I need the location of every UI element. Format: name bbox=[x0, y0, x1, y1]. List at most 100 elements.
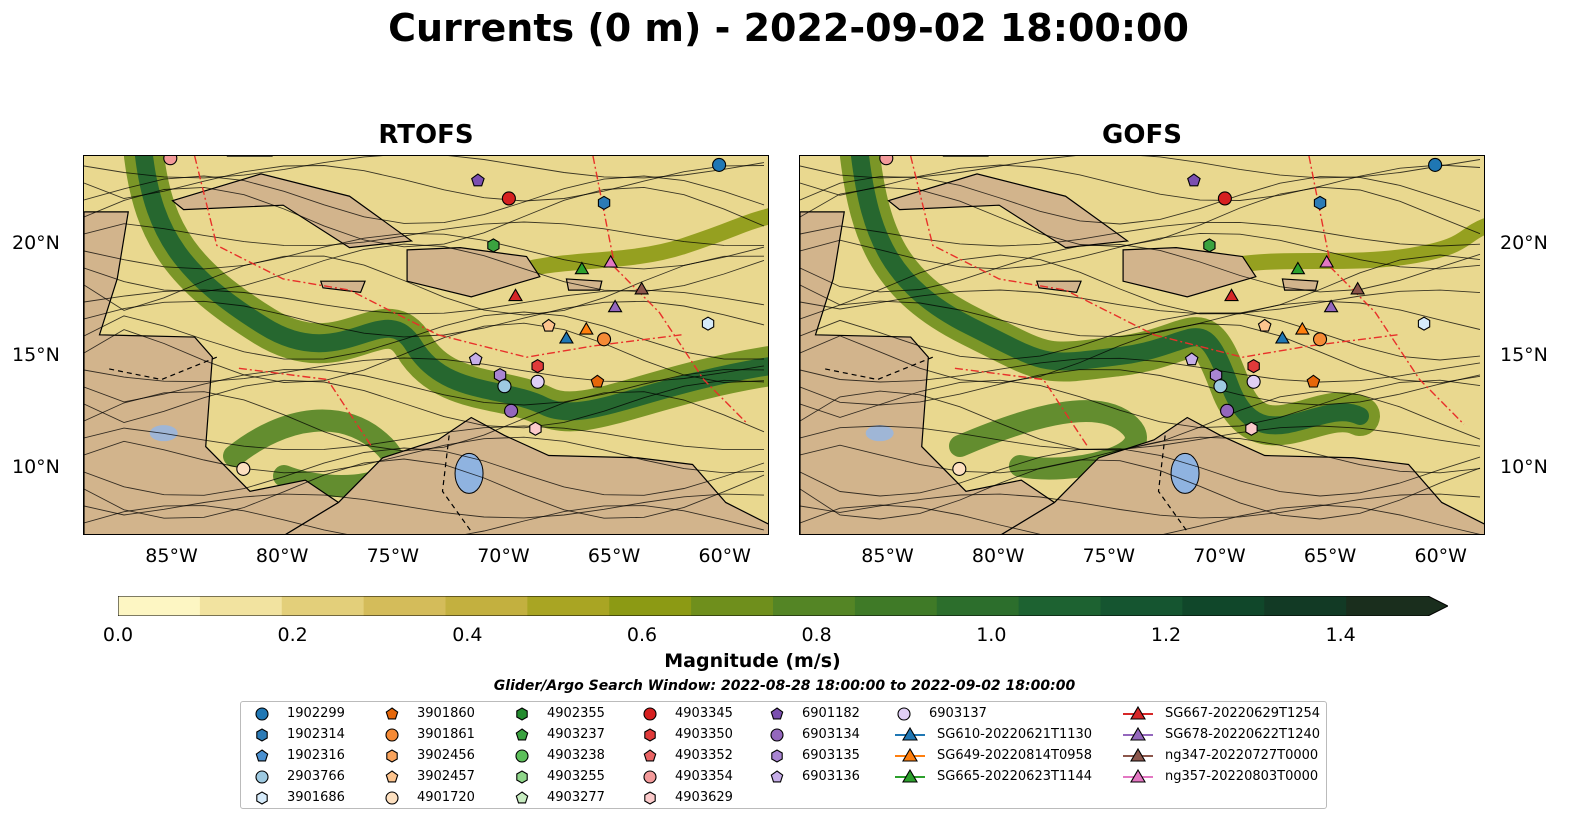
observation-marker bbox=[163, 156, 178, 166]
legend-marker-icon bbox=[770, 770, 784, 783]
legend-marker-icon bbox=[771, 749, 783, 763]
observation-marker bbox=[497, 379, 512, 394]
observation-marker bbox=[607, 299, 623, 313]
legend-label: 3902456 bbox=[417, 748, 475, 763]
legend-marker-icon bbox=[1123, 768, 1153, 783]
legend-label: 4903345 bbox=[675, 706, 733, 721]
colorbar-segment bbox=[691, 596, 774, 616]
legend-label: SG665-20220623T1144 bbox=[937, 769, 1093, 784]
observation-marker bbox=[578, 321, 594, 335]
legend-label: 4903352 bbox=[675, 748, 733, 763]
legend-label: 4903277 bbox=[547, 790, 605, 805]
lon-tick-label: 85°W bbox=[145, 545, 198, 567]
observation-marker bbox=[701, 316, 715, 331]
legend-marker-icon bbox=[643, 707, 657, 721]
colorbar-segment bbox=[854, 596, 938, 616]
observation-marker bbox=[1246, 374, 1261, 389]
legend-label: 3902457 bbox=[417, 769, 475, 784]
colorbar bbox=[118, 596, 1448, 616]
legend-marker-icon bbox=[516, 707, 528, 721]
observation-marker bbox=[712, 157, 727, 172]
observation-marker bbox=[529, 421, 542, 436]
panel-title-gofs: GOFS bbox=[1102, 120, 1182, 150]
observation-marker bbox=[1294, 321, 1310, 335]
legend-label: 3901861 bbox=[417, 727, 475, 742]
legend-marker-icon bbox=[770, 728, 784, 742]
observation-marker bbox=[879, 156, 894, 166]
colorbar-segment bbox=[527, 596, 610, 616]
lat-tick-label-right: 10°N bbox=[1500, 455, 1548, 478]
observation-marker bbox=[596, 332, 612, 347]
legend-marker-icon bbox=[385, 791, 399, 805]
observation-marker bbox=[1312, 332, 1328, 347]
legend: 1902299 1902314 1902316 2903766 3901686 39018… bbox=[240, 701, 1327, 809]
legend-label: ng357-20220803T0000 bbox=[1165, 769, 1319, 784]
legend-marker-icon bbox=[643, 770, 657, 784]
lon-tick-label: 60°W bbox=[698, 545, 751, 567]
legend-marker-icon bbox=[515, 749, 529, 763]
lat-tick-label-right: 15°N bbox=[1500, 344, 1548, 367]
colorbar-segment bbox=[1100, 596, 1183, 616]
legend-label: ng347-20220727T0000 bbox=[1165, 748, 1319, 763]
colorbar-segment bbox=[609, 596, 692, 616]
observation-marker bbox=[1217, 191, 1232, 206]
legend-marker-icon bbox=[644, 728, 656, 742]
legend-label: SG678-20220622T1240 bbox=[1165, 727, 1321, 742]
legend-label: SG667-20220629T1254 bbox=[1165, 706, 1321, 721]
legend-label: 4902355 bbox=[547, 706, 605, 721]
observation-marker bbox=[487, 238, 500, 253]
observation-marker bbox=[1417, 316, 1431, 331]
search-window-text: Glider/Argo Search Window: 2022-08-28 18… bbox=[493, 678, 1076, 694]
legend-label: 4903629 bbox=[675, 790, 733, 805]
colorbar-tick-label: 1.4 bbox=[1325, 624, 1356, 646]
legend-label: SG649-20220814T0958 bbox=[937, 748, 1093, 763]
legend-marker-icon bbox=[895, 768, 925, 783]
legend-label: 4903237 bbox=[547, 727, 605, 742]
lat-tick-label-left: 15°N bbox=[12, 344, 60, 367]
observation-marker bbox=[597, 195, 611, 211]
observation-marker bbox=[1220, 403, 1235, 418]
lat-tick-label-right: 20°N bbox=[1500, 232, 1548, 255]
legend-marker-icon bbox=[256, 791, 268, 805]
colorbar-tick-label: 1.0 bbox=[976, 624, 1007, 646]
observation-marker bbox=[558, 330, 574, 344]
legend-marker-icon bbox=[770, 707, 784, 720]
observation-marker bbox=[1323, 299, 1339, 313]
lon-tick-label: 75°W bbox=[366, 545, 420, 567]
map-gofs bbox=[799, 155, 1485, 535]
observation-marker bbox=[1213, 379, 1228, 394]
legend-label: 6903137 bbox=[929, 706, 987, 721]
colorbar-segment bbox=[1346, 596, 1429, 616]
observation-marker bbox=[634, 281, 650, 295]
observation-marker bbox=[531, 358, 544, 374]
lon-tick-label: 85°W bbox=[861, 545, 914, 567]
observation-marker bbox=[1203, 238, 1216, 253]
observation-marker bbox=[1257, 318, 1272, 332]
observation-marker bbox=[504, 403, 519, 418]
colorbar-segment bbox=[118, 596, 201, 616]
observation-marker bbox=[1184, 352, 1199, 366]
legend-label: 3901686 bbox=[287, 790, 345, 805]
lon-tick-label: 70°W bbox=[1193, 545, 1246, 567]
observation-marker bbox=[1224, 288, 1239, 302]
legend-marker-icon bbox=[255, 707, 269, 721]
observation-marker bbox=[508, 288, 523, 302]
lon-tick-label: 80°W bbox=[255, 545, 309, 567]
legend-marker-icon bbox=[1123, 705, 1153, 720]
legend-label: 1902316 bbox=[287, 748, 345, 763]
legend-label: 6903135 bbox=[802, 748, 860, 763]
legend-label: 4903255 bbox=[547, 769, 605, 784]
colorbar-tick-label: 0.0 bbox=[102, 624, 134, 646]
legend-marker-icon bbox=[895, 747, 925, 762]
observation-marker bbox=[1313, 195, 1327, 211]
legend-marker-icon bbox=[1123, 726, 1153, 741]
lat-tick-label-left: 20°N bbox=[12, 232, 60, 255]
observation-marker bbox=[468, 352, 483, 366]
colorbar-tick-label: 0.2 bbox=[277, 624, 308, 646]
legend-marker-icon bbox=[385, 707, 399, 720]
colorbar-tick-label: 1.2 bbox=[1150, 624, 1182, 646]
legend-label: 1902314 bbox=[287, 727, 345, 742]
observation-marker bbox=[1306, 374, 1321, 388]
observation-marker bbox=[530, 374, 545, 389]
legend-label: 4903354 bbox=[675, 769, 733, 784]
